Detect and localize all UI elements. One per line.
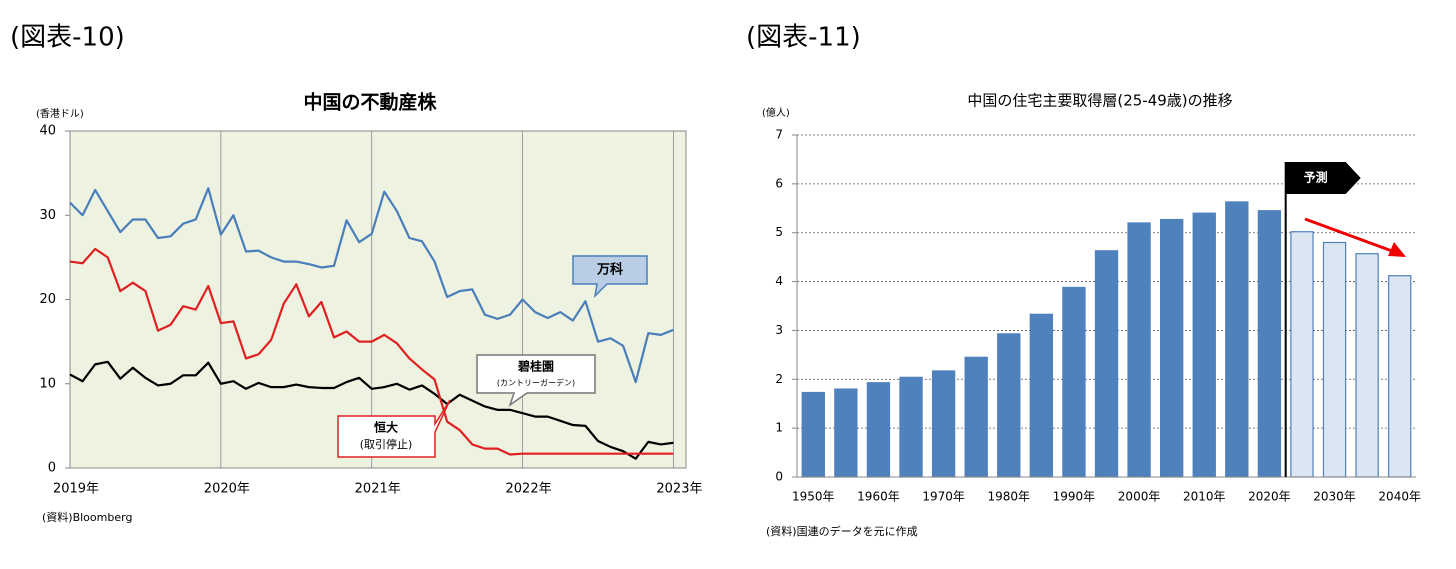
- bar: [1127, 222, 1151, 478]
- plot-area: [70, 131, 686, 468]
- chart-title: 中国の不動産株: [303, 91, 437, 114]
- bar: [834, 388, 858, 478]
- x-tick-label: 2019年: [53, 482, 99, 497]
- bar: [1159, 218, 1184, 478]
- chart-title: 中国の住宅主要取得層(25-49歳)の推移: [967, 92, 1232, 110]
- y-tick-label: 1: [775, 421, 783, 435]
- y-tick-label: 4: [775, 274, 783, 288]
- x-tick-label: 2023年: [656, 482, 702, 497]
- y-tick-label: 20: [39, 292, 56, 307]
- bar: [1257, 210, 1282, 478]
- callout: [476, 354, 596, 407]
- y-tick-label: 0: [775, 470, 783, 484]
- source: (資料)Bloomberg: [42, 510, 132, 524]
- line-series: [69, 247, 674, 456]
- x-tick-label: 1960年: [857, 490, 900, 504]
- x-tick-label: 1950年: [792, 490, 835, 504]
- x-tick-label: 2020年: [204, 482, 250, 497]
- trend-arrow-head: [1388, 242, 1406, 257]
- x-tick-label: 2000年: [1118, 490, 1161, 504]
- line-series: [69, 360, 674, 460]
- x-tick-label: 1990年: [1053, 490, 1096, 504]
- x-tick-label: 2010年: [1183, 490, 1226, 504]
- y-tick-label: 6: [775, 176, 783, 190]
- bar: [1192, 212, 1216, 478]
- figure-label: (図表-11): [746, 23, 861, 53]
- y-tick-label: 40: [39, 124, 56, 139]
- callout-sub: (カントリーガーデン): [497, 378, 575, 388]
- x-tick-label: 1970年: [922, 490, 965, 504]
- bar: [1322, 241, 1347, 478]
- forecast-flag: [1285, 162, 1361, 194]
- y-tick-label: 10: [39, 376, 56, 391]
- callout-sub: (取引停止): [360, 437, 413, 451]
- y-tick-label: 5: [775, 225, 783, 239]
- bar: [1029, 313, 1054, 478]
- bar: [1062, 286, 1086, 478]
- bar: [997, 333, 1021, 478]
- bar: [866, 382, 891, 478]
- bar: [964, 356, 988, 478]
- x-tick-label: 2021年: [355, 482, 401, 497]
- callout: [572, 255, 648, 299]
- bar: [931, 370, 956, 478]
- callout: [337, 399, 451, 458]
- x-tick-label: 2022年: [506, 482, 552, 497]
- plot-border: [69, 130, 687, 469]
- line-series: [69, 187, 674, 384]
- forecast-label: 予測: [1304, 170, 1328, 185]
- callout-label: 恒大: [374, 420, 398, 435]
- trend-arrow: [1304, 217, 1393, 253]
- figure-label: (図表-10): [10, 23, 125, 53]
- y-tick-label: 2: [775, 372, 783, 386]
- bar: [899, 376, 923, 478]
- bar: [1225, 201, 1249, 478]
- y-tick-label: 30: [39, 208, 56, 223]
- y-unit: (億人): [762, 106, 790, 119]
- callout-label: 碧桂園: [517, 359, 554, 374]
- bar: [1388, 275, 1412, 478]
- bar: [1290, 231, 1314, 478]
- callout-label: 万科: [596, 262, 623, 278]
- x-tick-label: 1980年: [987, 490, 1030, 504]
- x-tick-label: 2030年: [1313, 490, 1356, 504]
- x-tick-label: 2020年: [1248, 490, 1291, 504]
- bar: [1355, 253, 1379, 478]
- y-tick-label: 0: [48, 461, 56, 476]
- x-tick-label: 2040年: [1378, 490, 1421, 504]
- y-tick-label: 3: [775, 323, 783, 337]
- y-unit: (香港ドル): [36, 108, 84, 120]
- bar: [801, 391, 825, 478]
- bar: [1094, 250, 1119, 478]
- source: (資料)国連のデータを元に作成: [766, 524, 918, 538]
- y-tick-label: 7: [775, 128, 783, 142]
